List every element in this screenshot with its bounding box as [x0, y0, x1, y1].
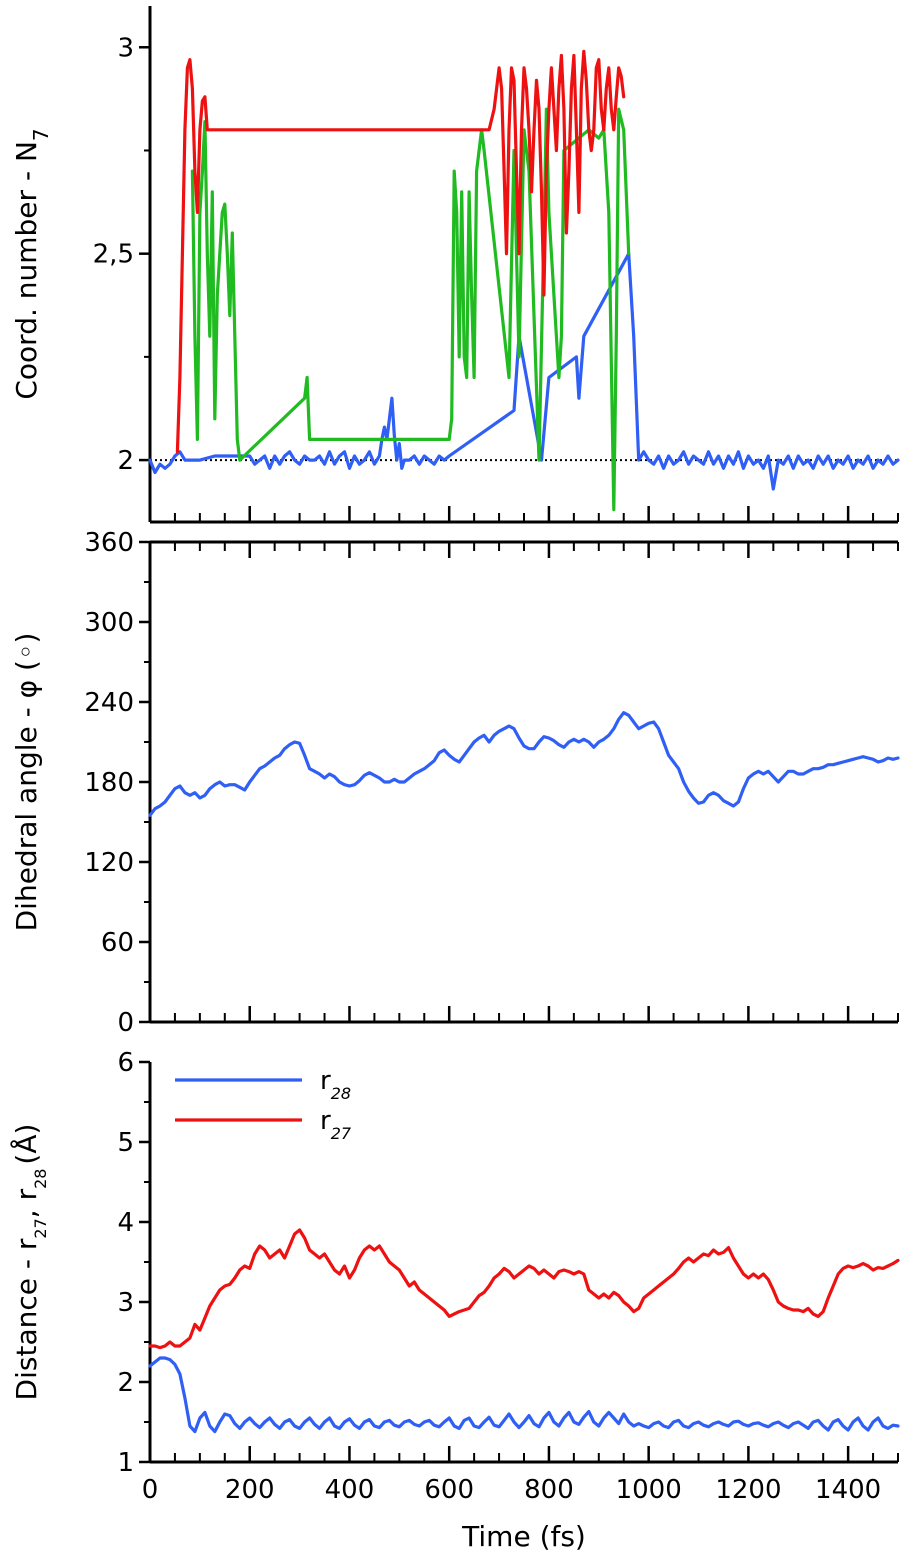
distance-ytick-label: 5 [117, 1128, 134, 1158]
panel-distance: 1 2 3 4 5 6 Distance - r27, r28(Å) 0 200 400 600 80… [9, 1048, 900, 1553]
coord-ytick-label: 3 [117, 33, 134, 63]
distance-series-r28 [148, 1356, 900, 1434]
coord-series-red [175, 49, 626, 454]
distance-xtick-label: 0 [142, 1475, 159, 1505]
coord-ytick-label: 2 [117, 446, 134, 476]
dihedral-ylabel: Dihedral angle - φ (◦) [10, 633, 43, 932]
distance-xtick-label: 1000 [616, 1475, 682, 1505]
distance-xtick-label: 1400 [815, 1475, 881, 1505]
dihedral-ytick-label: 240 [84, 688, 134, 718]
coord-series-blue [148, 252, 900, 491]
distance-xtick-label: 800 [524, 1475, 574, 1505]
distance-xtick-label: 600 [424, 1475, 474, 1505]
distance-xlabel: Time (fs) [461, 1520, 586, 1553]
dihedral-ytick-label: 0 [117, 1008, 134, 1038]
distance-ytick-label: 2 [117, 1368, 134, 1398]
distance-ytick-label: 3 [117, 1288, 134, 1318]
dihedral-ytick-label: 60 [101, 928, 134, 958]
dihedral-series-blue [148, 711, 900, 817]
dihedral-ytick-label: 360 [84, 528, 134, 558]
legend-label-r27: r27 [320, 1106, 352, 1143]
dihedral-ytick-label: 300 [84, 608, 134, 638]
distance-ytick-label: 6 [117, 1048, 134, 1078]
distance-xtick-label: 200 [225, 1475, 275, 1505]
distance-series-r27 [148, 1228, 900, 1350]
legend-label-r28: r28 [320, 1066, 351, 1103]
dihedral-ytick-label: 180 [84, 768, 134, 798]
dihedral-ytick-label: 120 [84, 848, 134, 878]
coord-ytick-label: 2,5 [93, 240, 134, 270]
distance-xtick-label: 400 [325, 1475, 375, 1505]
panel-coord: 2 2,5 3 Coord. number - N7 [10, 6, 900, 524]
distance-ylabel: Distance - r27, r28(Å) [9, 1124, 50, 1401]
panel-dihedral: 0 60 120 180 240 300 360 Dihedral angle - φ (◦) [10, 528, 900, 1038]
distance-ytick-label: 4 [117, 1208, 134, 1238]
distance-ytick-label: 1 [117, 1448, 134, 1478]
coord-ylabel: Coord. number - N7 [10, 128, 53, 399]
distance-xtick-label: 1200 [715, 1475, 781, 1505]
coord-series-green [190, 107, 631, 512]
